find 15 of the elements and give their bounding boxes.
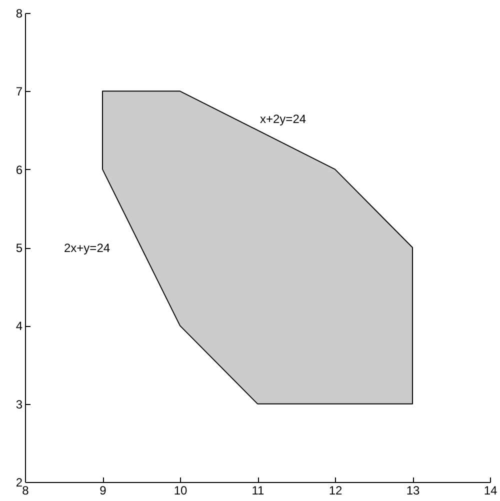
y-tick-label: 3 xyxy=(16,397,23,412)
x-tick-label: 9 xyxy=(100,484,107,498)
y-tick-label: 2 xyxy=(16,476,23,490)
y-tick-label: 4 xyxy=(16,319,23,334)
y-tick-label: 7 xyxy=(16,84,23,99)
annotation: 2x+y=24 xyxy=(64,241,110,255)
y-tick-label: 5 xyxy=(16,241,23,255)
annotation: x+2y=24 xyxy=(260,112,306,126)
y-tick-label: 8 xyxy=(16,6,23,20)
x-tick-label: 14 xyxy=(484,484,498,498)
y-tick-label: 6 xyxy=(16,162,23,177)
x-tick-label: 12 xyxy=(328,484,342,498)
x-tick-label: 11 xyxy=(252,484,265,498)
x-tick-label: 10 xyxy=(174,484,188,498)
x-tick-label: 13 xyxy=(406,484,420,498)
